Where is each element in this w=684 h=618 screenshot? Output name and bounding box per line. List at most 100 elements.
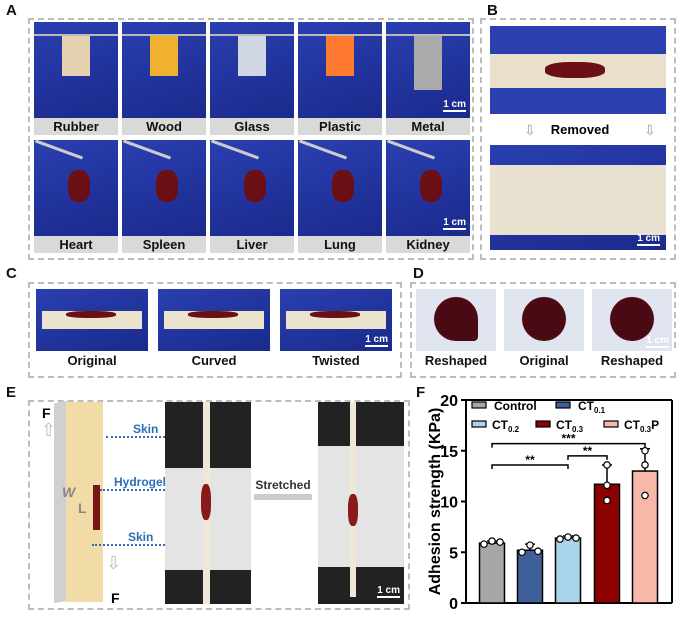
panel-b [480,18,676,260]
caption-wood: Wood [122,118,206,135]
caption-heart: Heart [34,236,118,253]
data-point [526,541,534,549]
sample-photo [298,22,382,118]
organ-tissue [420,170,442,202]
caption-liver: Liver [210,236,294,253]
caption-rubber: Rubber [34,118,118,135]
skin-deformation-photo [158,289,270,351]
tweezers [386,139,436,160]
panel-a [28,18,474,260]
caption: Original [500,352,588,369]
panel-e-label: E [6,384,17,401]
skin-after-removal-photo: 1 cm [490,145,666,250]
data-point [641,491,649,500]
caption: Original [36,352,148,369]
y-tick-label: 0 [449,596,458,613]
caption: Curved [158,352,270,369]
organ-tissue [156,170,178,202]
sample-photo: 1 cm [386,139,470,236]
sample-photo [122,22,206,118]
data-point [603,481,611,490]
caption-metal: Metal [386,118,470,135]
bar-CT0.2 [554,537,582,604]
right-arrow-icon [254,494,312,500]
panel-d [410,282,676,378]
skin-deformation-photo [36,289,148,351]
y-tick-label: 15 [440,444,458,461]
caption-glass: Glass [210,118,294,135]
organ-tissue [244,170,266,202]
panel-b-label: B [487,2,498,19]
material-sample [62,36,90,76]
caption-plastic: Plastic [298,118,382,135]
caption-kidney: Kidney [386,236,470,253]
significance-bracket [567,455,608,460]
organ-tissue [332,170,354,202]
legend-label: CT0.2 [492,418,520,434]
down-arrow-icon: ⇩ [106,553,122,573]
panel-e [28,400,410,610]
data-point [534,547,542,556]
material-sample [238,36,266,76]
data-point [518,548,526,557]
data-point [641,446,649,455]
tweezers [210,139,260,160]
panel-c-label: C [6,265,17,282]
hydrogel-shape-photo [504,289,584,351]
down-arrow-icon: ⇩ [644,122,656,138]
data-point [488,537,496,545]
significance-bracket [491,442,646,448]
legend-swatch [603,420,619,428]
up-arrow-icon: ⇧ [41,420,57,440]
hydrogel-shape-photo: 1 cm [592,289,672,351]
significance-bracket [491,464,569,469]
caption-spleen: Spleen [122,236,206,253]
skin-label: Skin [128,530,154,544]
tweezers [298,139,348,160]
y-tick-label: 20 [440,393,458,410]
skin-label: Skin [133,422,159,436]
legend-label: Control [494,399,537,413]
legend-swatch [555,401,571,409]
sample-photo [210,22,294,118]
data-point [603,496,611,505]
data-point [564,533,572,541]
significance-label: *** [561,432,575,446]
data-point [480,540,488,548]
stretched-test-photo: 1 cm [318,402,404,604]
data-point [603,461,611,469]
bar-CT0.1 [516,549,544,604]
legend-swatch [471,420,487,428]
organ-tissue [68,170,90,202]
tweezers [34,139,84,160]
legend-label: CT0.3 [556,418,584,434]
sample-photo: 1 cm [386,22,470,118]
tweezers [122,139,172,160]
legend-label: CT0.3P [624,418,659,434]
data-point [641,461,649,469]
bar-Control [478,542,506,604]
bar-CT0.3P [631,470,659,604]
caption-lung: Lung [298,236,382,253]
stretched-label: Stretched [255,478,311,492]
y-tick-label: 5 [449,545,458,562]
y-axis-label: Adhesion strength (KPa) [427,408,444,596]
skin-with-hydrogel-photo [490,26,666,114]
caption: Reshaped [412,352,500,369]
data-point [496,538,504,546]
removed-text: Removed [550,122,610,137]
legend-swatch [471,401,487,409]
sample-photo [210,139,294,236]
tensile-test-photo [165,402,251,604]
sample-photo [298,139,382,236]
legend-swatch [535,420,551,428]
hydrogel-label: Hydrogel [114,475,167,489]
sample-photo [34,22,118,118]
data-point [572,534,580,542]
panel-d-label: D [413,265,424,282]
data-point [556,535,564,543]
sample-photo [122,139,206,236]
sample-photo [34,139,118,236]
